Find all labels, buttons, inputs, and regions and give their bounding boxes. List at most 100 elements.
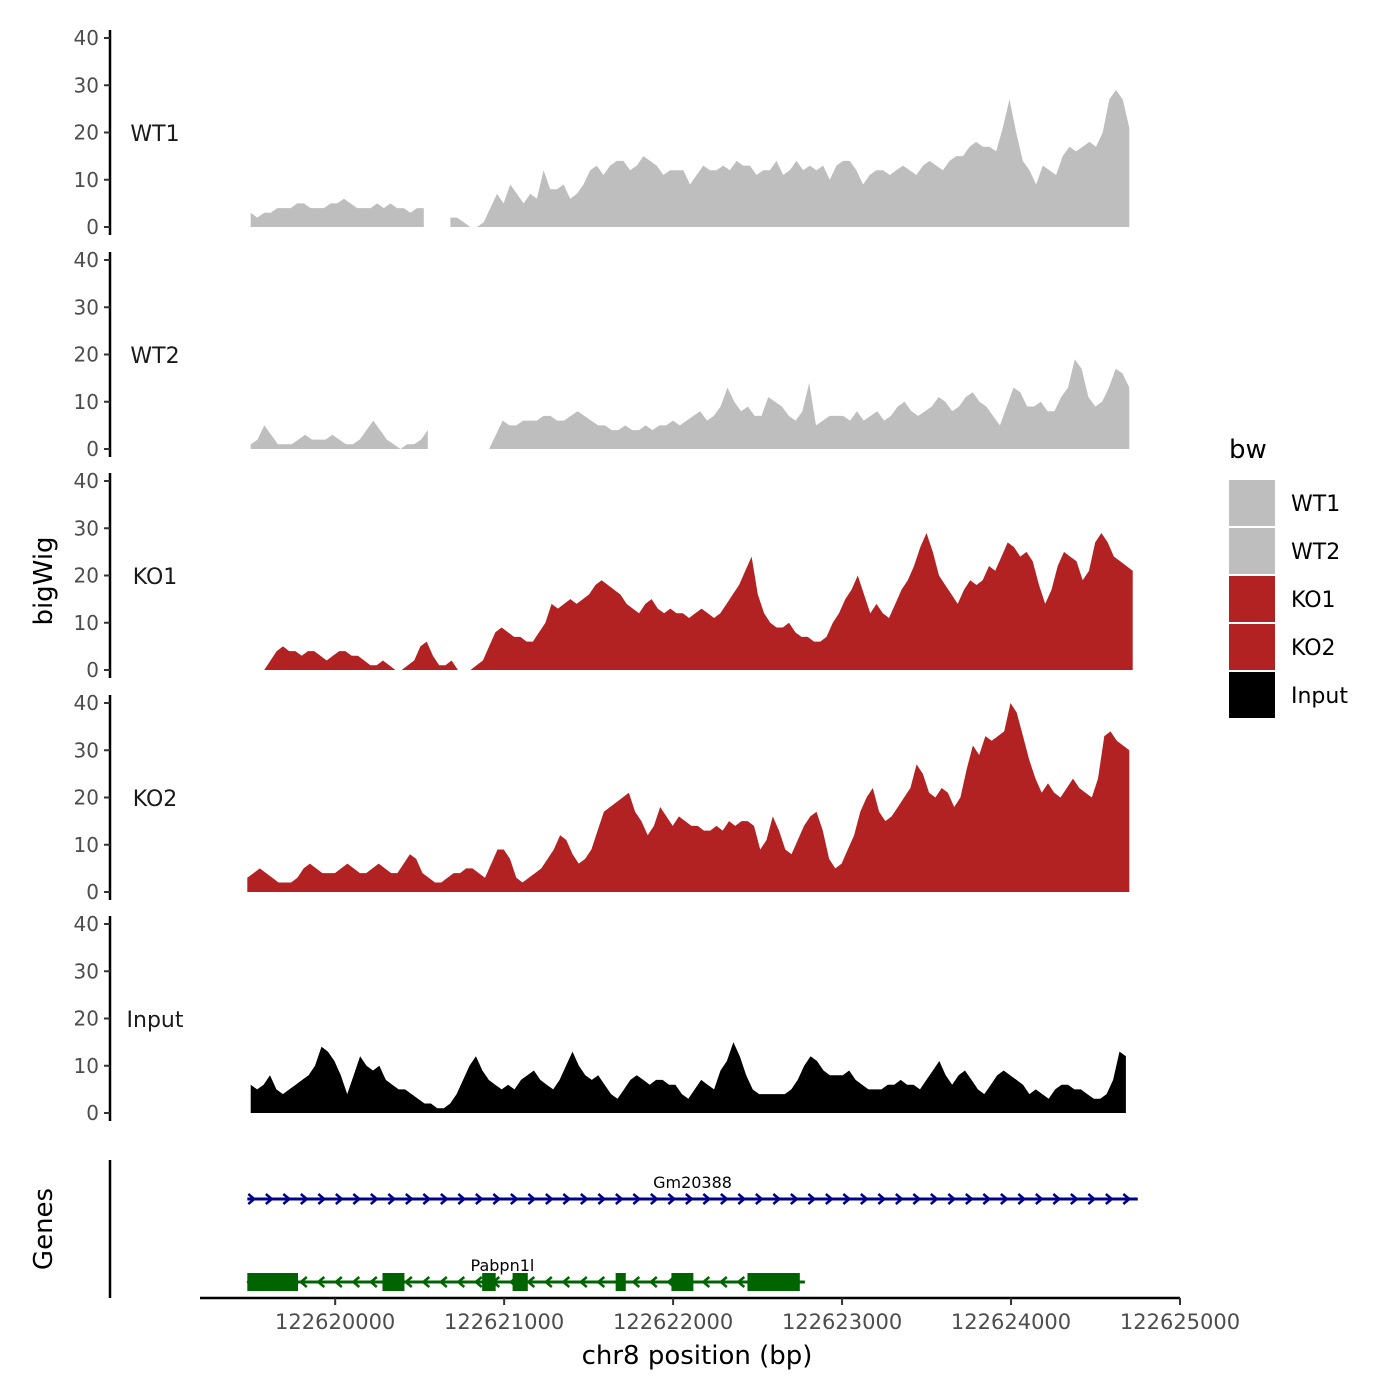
strand-chevron bbox=[351, 1276, 361, 1288]
strand-chevron bbox=[578, 1276, 588, 1288]
strand-chevron bbox=[403, 1276, 413, 1288]
track-panels: 0 10 20 30 40 WT1 0 10 20 30 40 WT2 0 10 20 30 40 KO1 0 10 2… bbox=[74, 26, 1133, 1125]
strand-chevron bbox=[368, 1276, 378, 1288]
strand-chevron bbox=[527, 1193, 537, 1205]
y-tick-label: 40 bbox=[74, 469, 99, 493]
y-tick-label: 10 bbox=[74, 390, 99, 414]
strand-chevron bbox=[335, 1193, 344, 1205]
exon bbox=[382, 1273, 405, 1291]
track-label: KO1 bbox=[133, 565, 178, 590]
legend-entry-ko2: KO2 bbox=[1229, 624, 1336, 670]
y-tick-label: 40 bbox=[74, 248, 99, 272]
y-tick-label: 30 bbox=[74, 295, 99, 319]
strand-chevron bbox=[526, 1276, 536, 1288]
strand-chevron bbox=[895, 1193, 904, 1205]
track-label: WT2 bbox=[130, 344, 179, 369]
strand-chevron bbox=[807, 1193, 817, 1205]
y-tick-label: 30 bbox=[74, 959, 99, 983]
exon bbox=[247, 1273, 298, 1291]
strand-chevron bbox=[685, 1193, 694, 1205]
strand-chevron bbox=[282, 1193, 292, 1205]
strand-chevron bbox=[596, 1276, 606, 1288]
strand-chevron bbox=[300, 1193, 309, 1205]
strand-chevron bbox=[1105, 1193, 1114, 1205]
y-tick-label: 20 bbox=[74, 1007, 99, 1031]
strand-chevron bbox=[615, 1193, 624, 1205]
gene-gm20388: Gm20388 bbox=[247, 1173, 1138, 1205]
panel-input: 0 10 20 30 40 Input bbox=[74, 912, 1126, 1125]
strand-chevron bbox=[930, 1193, 939, 1205]
legend-label: WT2 bbox=[1291, 540, 1340, 565]
y-tick-label: 0 bbox=[86, 1101, 99, 1125]
strand-chevron bbox=[473, 1276, 483, 1288]
y-tick-label: 0 bbox=[86, 880, 99, 904]
strand-chevron bbox=[562, 1193, 572, 1205]
legend-label: WT1 bbox=[1291, 492, 1340, 517]
area-wt2 bbox=[250, 359, 1130, 449]
strand-chevron bbox=[772, 1193, 782, 1205]
strand-chevron bbox=[912, 1193, 922, 1205]
legend-entry-wt1: WT1 bbox=[1229, 480, 1340, 526]
strand-chevron bbox=[701, 1276, 711, 1288]
y-tick-label: 20 bbox=[74, 786, 99, 810]
legend: bw WT1 WT2 KO1 KO2 Input bbox=[1229, 435, 1348, 718]
strand-chevron bbox=[352, 1193, 362, 1205]
strand-chevron bbox=[825, 1193, 834, 1205]
strand-chevron bbox=[632, 1193, 642, 1205]
panel-wt2: 0 10 20 30 40 WT2 bbox=[74, 248, 1130, 461]
genes-axis-title: Genes bbox=[29, 1188, 59, 1270]
strand-chevron bbox=[982, 1193, 992, 1205]
x-tick-label: 122620000 bbox=[275, 1310, 395, 1334]
panel-ko2: 0 10 20 30 40 KO2 bbox=[74, 691, 1130, 904]
y-tick-label: 40 bbox=[74, 26, 99, 50]
x-tick-label: 122625000 bbox=[1120, 1310, 1240, 1334]
strand-chevron bbox=[755, 1193, 764, 1205]
area-input bbox=[250, 1042, 1126, 1113]
panel-ko1: 0 10 20 30 40 KO1 bbox=[74, 469, 1133, 682]
y-tick-label: 10 bbox=[74, 168, 99, 192]
strand-chevron bbox=[1070, 1193, 1079, 1205]
strand-chevron bbox=[422, 1193, 432, 1205]
strand-chevron bbox=[317, 1193, 327, 1205]
strand-chevron bbox=[1122, 1193, 1132, 1205]
strand-chevron bbox=[650, 1193, 659, 1205]
strand-chevron bbox=[475, 1193, 484, 1205]
strand-chevron bbox=[510, 1193, 519, 1205]
strand-chevron bbox=[1000, 1193, 1009, 1205]
y-tick-label: 10 bbox=[74, 611, 99, 635]
legend-label: Input bbox=[1291, 684, 1348, 709]
y-tick-label: 0 bbox=[86, 215, 99, 239]
area-ko1 bbox=[264, 533, 1133, 670]
legend-entry-wt2: WT2 bbox=[1229, 528, 1340, 574]
strand-chevron bbox=[737, 1193, 747, 1205]
strand-chevron bbox=[631, 1276, 641, 1288]
exon bbox=[482, 1273, 496, 1291]
exon bbox=[747, 1273, 800, 1291]
strand-chevron bbox=[457, 1193, 467, 1205]
area-ko2 bbox=[247, 703, 1130, 892]
track-label: KO2 bbox=[133, 787, 178, 812]
y-tick-label: 20 bbox=[74, 564, 99, 588]
strand-chevron bbox=[543, 1276, 553, 1288]
strand-chevron bbox=[333, 1276, 343, 1288]
x-tick-label: 122622000 bbox=[613, 1310, 733, 1334]
strand-chevron bbox=[667, 1193, 677, 1205]
track-label: Input bbox=[127, 1008, 184, 1033]
strand-chevron bbox=[597, 1193, 607, 1205]
strand-chevron bbox=[877, 1193, 887, 1205]
strand-chevron bbox=[405, 1193, 414, 1205]
strand-chevron bbox=[561, 1276, 571, 1288]
y-tick-label: 30 bbox=[74, 516, 99, 540]
track-label: WT1 bbox=[130, 122, 179, 147]
strand-chevron bbox=[316, 1276, 326, 1288]
area-wt1 bbox=[250, 90, 1130, 227]
x-tick-label: 122623000 bbox=[782, 1310, 902, 1334]
y-axis-title: bigWig bbox=[29, 536, 59, 625]
exon bbox=[671, 1273, 694, 1291]
strand-chevron bbox=[702, 1193, 712, 1205]
strand-chevron bbox=[580, 1193, 589, 1205]
strand-chevron bbox=[265, 1193, 274, 1205]
strand-chevron bbox=[421, 1276, 431, 1288]
strand-chevron bbox=[718, 1276, 728, 1288]
strand-chevron bbox=[1087, 1193, 1097, 1205]
